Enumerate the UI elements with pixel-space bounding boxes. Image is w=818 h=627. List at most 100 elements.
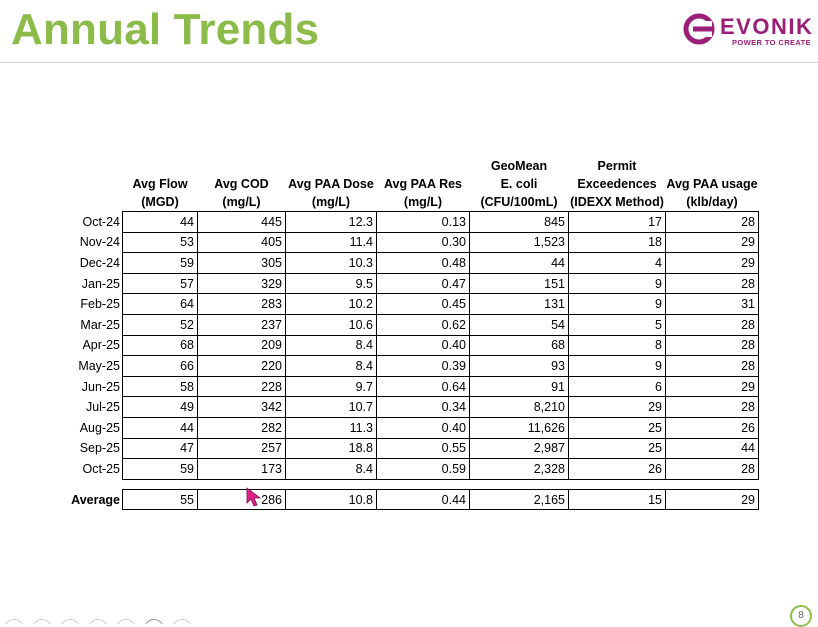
table-row: Oct-24 44 445 12.3 0.13 845 17 28 xyxy=(60,211,759,233)
table-cell: 29 xyxy=(568,396,666,418)
table-cell: 286 xyxy=(197,488,286,511)
table-cell: 8.4 xyxy=(285,458,377,480)
nav-dot[interactable] xyxy=(32,619,52,624)
table-row: May-25 66 220 8.4 0.39 93 9 28 xyxy=(60,355,759,377)
row-label: Oct-24 xyxy=(82,214,120,229)
row-label: Mar-25 xyxy=(80,317,120,332)
table-cell: 52 xyxy=(122,313,198,336)
table-cell: 5 xyxy=(568,313,666,336)
table-cell: 4 xyxy=(568,252,666,274)
column-header-line: Avg PAA Res xyxy=(383,177,463,191)
brand-name: EVONIK xyxy=(720,14,814,39)
table-cell: 18.8 xyxy=(285,437,377,460)
column-header-line xyxy=(666,157,759,175)
table-cell: 26 xyxy=(568,458,666,480)
row-label: Average xyxy=(71,492,120,507)
table-cell: 2,987 xyxy=(469,437,569,460)
table-cell: 11.3 xyxy=(285,416,377,439)
column-header: Permit Exceedences (IDEXX Method) xyxy=(569,157,666,212)
column-header-line xyxy=(198,157,286,175)
column-header-line: GeoMean xyxy=(490,159,548,173)
column-header-line: Permit xyxy=(597,159,637,173)
table-cell: 9 xyxy=(568,293,666,315)
row-label: Jan-25 xyxy=(81,276,120,291)
table-cell: 173 xyxy=(197,458,286,480)
table-cell: 10.2 xyxy=(285,293,377,315)
table-cell: 9.7 xyxy=(285,375,377,398)
table-cell: 8.4 xyxy=(285,355,377,377)
table-cell: 0.34 xyxy=(376,396,470,418)
nav-dot[interactable] xyxy=(116,619,136,624)
nav-dot[interactable] xyxy=(4,619,24,624)
table-cell: 68 xyxy=(469,334,569,357)
table-cell: 44 xyxy=(469,252,569,274)
nav-dot[interactable] xyxy=(144,619,164,624)
table-cell: 64 xyxy=(122,293,198,315)
average-row: Average 55 286 10.8 0.44 2,165 15 29 xyxy=(60,488,759,511)
column-header-line: E. coli xyxy=(500,177,538,191)
header-divider xyxy=(0,62,818,63)
table-cell: 54 xyxy=(469,313,569,336)
table-cell: 405 xyxy=(197,231,286,254)
table-cell: 0.30 xyxy=(376,231,470,254)
table-cell: 26 xyxy=(665,416,759,439)
row-label: Apr-25 xyxy=(82,338,120,353)
table-cell: 53 xyxy=(122,231,198,254)
row-label: Jul-25 xyxy=(85,400,120,415)
row-label: Oct-25 xyxy=(82,461,120,476)
table-cell: 49 xyxy=(122,396,198,418)
table-cell: 28 xyxy=(665,355,759,377)
table-cell: 11.4 xyxy=(285,231,377,254)
column-header-line: Avg PAA Dose xyxy=(288,177,374,191)
column-header-line: Exceedences xyxy=(577,177,657,191)
column-header: Avg Flow (MGD) xyxy=(123,157,198,212)
annual-trends-table: Avg Flow (MGD) Avg COD (mg/L) Avg PAA Dose… xyxy=(60,157,759,511)
table-cell: 59 xyxy=(122,458,198,480)
row-label: Nov-24 xyxy=(79,235,120,250)
column-header-line: (MGD) xyxy=(141,195,179,209)
table-cell: 131 xyxy=(469,293,569,315)
table-cell: 0.45 xyxy=(376,293,470,315)
table-cell: 228 xyxy=(197,375,286,398)
table-cell: 55 xyxy=(122,488,198,511)
table-cell: 47 xyxy=(122,437,198,460)
row-label: Sep-25 xyxy=(79,441,120,456)
table-cell: 9.5 xyxy=(285,272,377,295)
table-cell: 10.7 xyxy=(285,396,377,418)
table-row: Oct-25 59 173 8.4 0.59 2,328 26 28 xyxy=(60,458,759,480)
table-row: Jan-25 57 329 9.5 0.47 151 9 28 xyxy=(60,272,759,295)
nav-dot[interactable] xyxy=(88,619,108,624)
nav-dot[interactable] xyxy=(172,619,192,624)
table-cell: 445 xyxy=(197,211,286,233)
table-cell: 44 xyxy=(665,437,759,460)
table-cell: 329 xyxy=(197,272,286,295)
column-header-line: Avg PAA usage xyxy=(666,177,758,191)
table-cell: 58 xyxy=(122,375,198,398)
table-cell: 0.47 xyxy=(376,272,470,295)
table-cell: 8.4 xyxy=(285,334,377,357)
table-cell: 1,523 xyxy=(469,231,569,254)
column-header: Avg PAA Res (mg/L) xyxy=(377,157,470,212)
table-cell: 0.13 xyxy=(376,211,470,233)
table-cell: 257 xyxy=(197,437,286,460)
table-cell: 12.3 xyxy=(285,211,377,233)
table-cell: 0.39 xyxy=(376,355,470,377)
column-header-line: (IDEXX Method) xyxy=(570,195,664,209)
pen-cursor-icon xyxy=(246,487,262,507)
table-cell: 8,210 xyxy=(469,396,569,418)
table-cell: 15 xyxy=(568,488,666,511)
table-row: Dec-24 59 305 10.3 0.48 44 4 29 xyxy=(60,252,759,274)
row-label: Aug-25 xyxy=(79,420,120,435)
table-cell: 0.40 xyxy=(376,416,470,439)
page-title: Annual Trends xyxy=(11,5,320,54)
table-cell: 237 xyxy=(197,313,286,336)
column-header-line: Avg Flow xyxy=(132,177,188,191)
table-cell: 8 xyxy=(568,334,666,357)
table-row: Jul-25 49 342 10.7 0.34 8,210 29 28 xyxy=(60,396,759,418)
column-header-line: (mg/L) xyxy=(311,195,351,209)
column-header-line xyxy=(123,157,198,175)
nav-dot[interactable] xyxy=(60,619,80,624)
table-cell: 25 xyxy=(568,437,666,460)
brand-tagline: POWER TO CREATE xyxy=(732,38,812,47)
table-cell: 0.55 xyxy=(376,437,470,460)
